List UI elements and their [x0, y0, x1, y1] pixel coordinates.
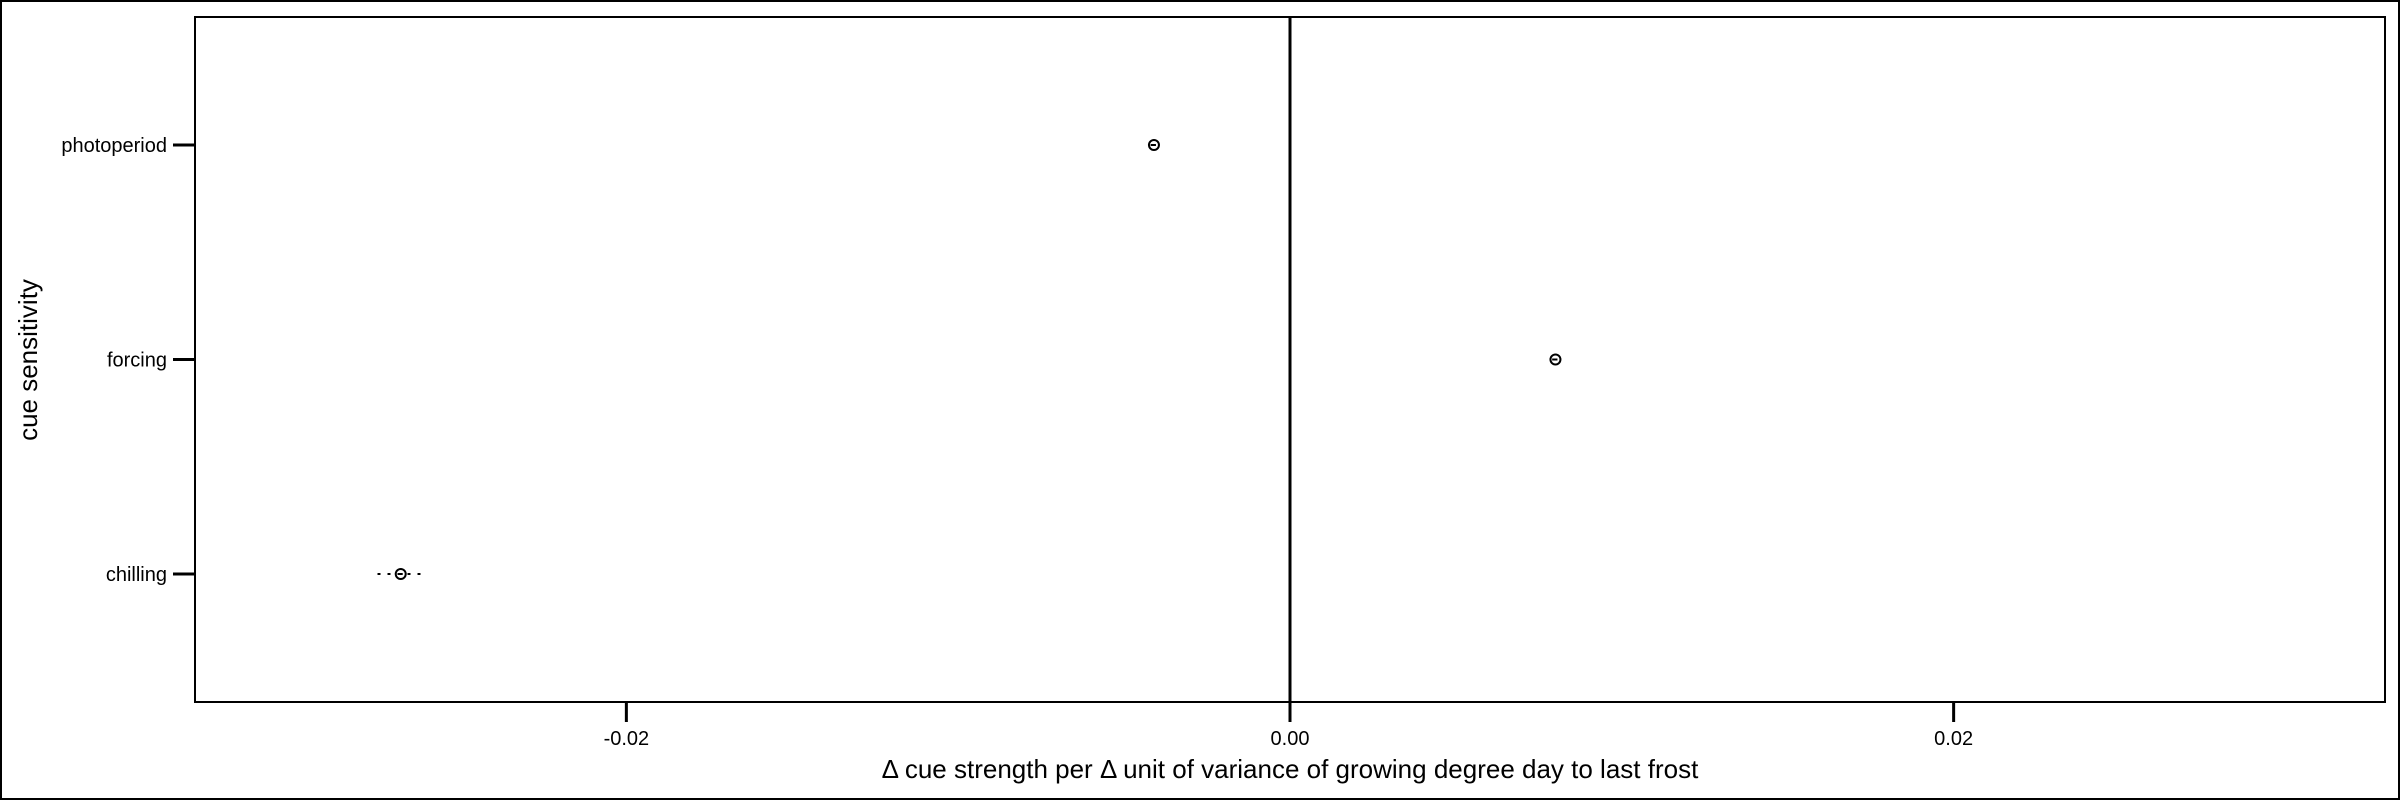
point-photoperiod [1147, 139, 1160, 151]
point-chilling [394, 568, 407, 580]
points-layer [377, 139, 1562, 580]
x-tick-label: 0.02 [1934, 728, 1973, 750]
x-tick-label: 0.00 [1271, 728, 1310, 750]
y-axis-title: cue sensitivity [13, 279, 43, 441]
x-axis: -0.02 0.00 0.02 [604, 702, 1973, 750]
y-tick-label-forcing: forcing [107, 350, 167, 372]
y-axis: chilling forcing photoperiod [61, 135, 195, 586]
y-tick-label-chilling: chilling [106, 564, 167, 586]
y-tick-label-photoperiod: photoperiod [61, 135, 167, 157]
point-forcing [1549, 353, 1562, 366]
x-tick-label: -0.02 [604, 728, 650, 750]
x-axis-title: Δ cue strength per Δ unit of variance of… [882, 754, 1699, 784]
